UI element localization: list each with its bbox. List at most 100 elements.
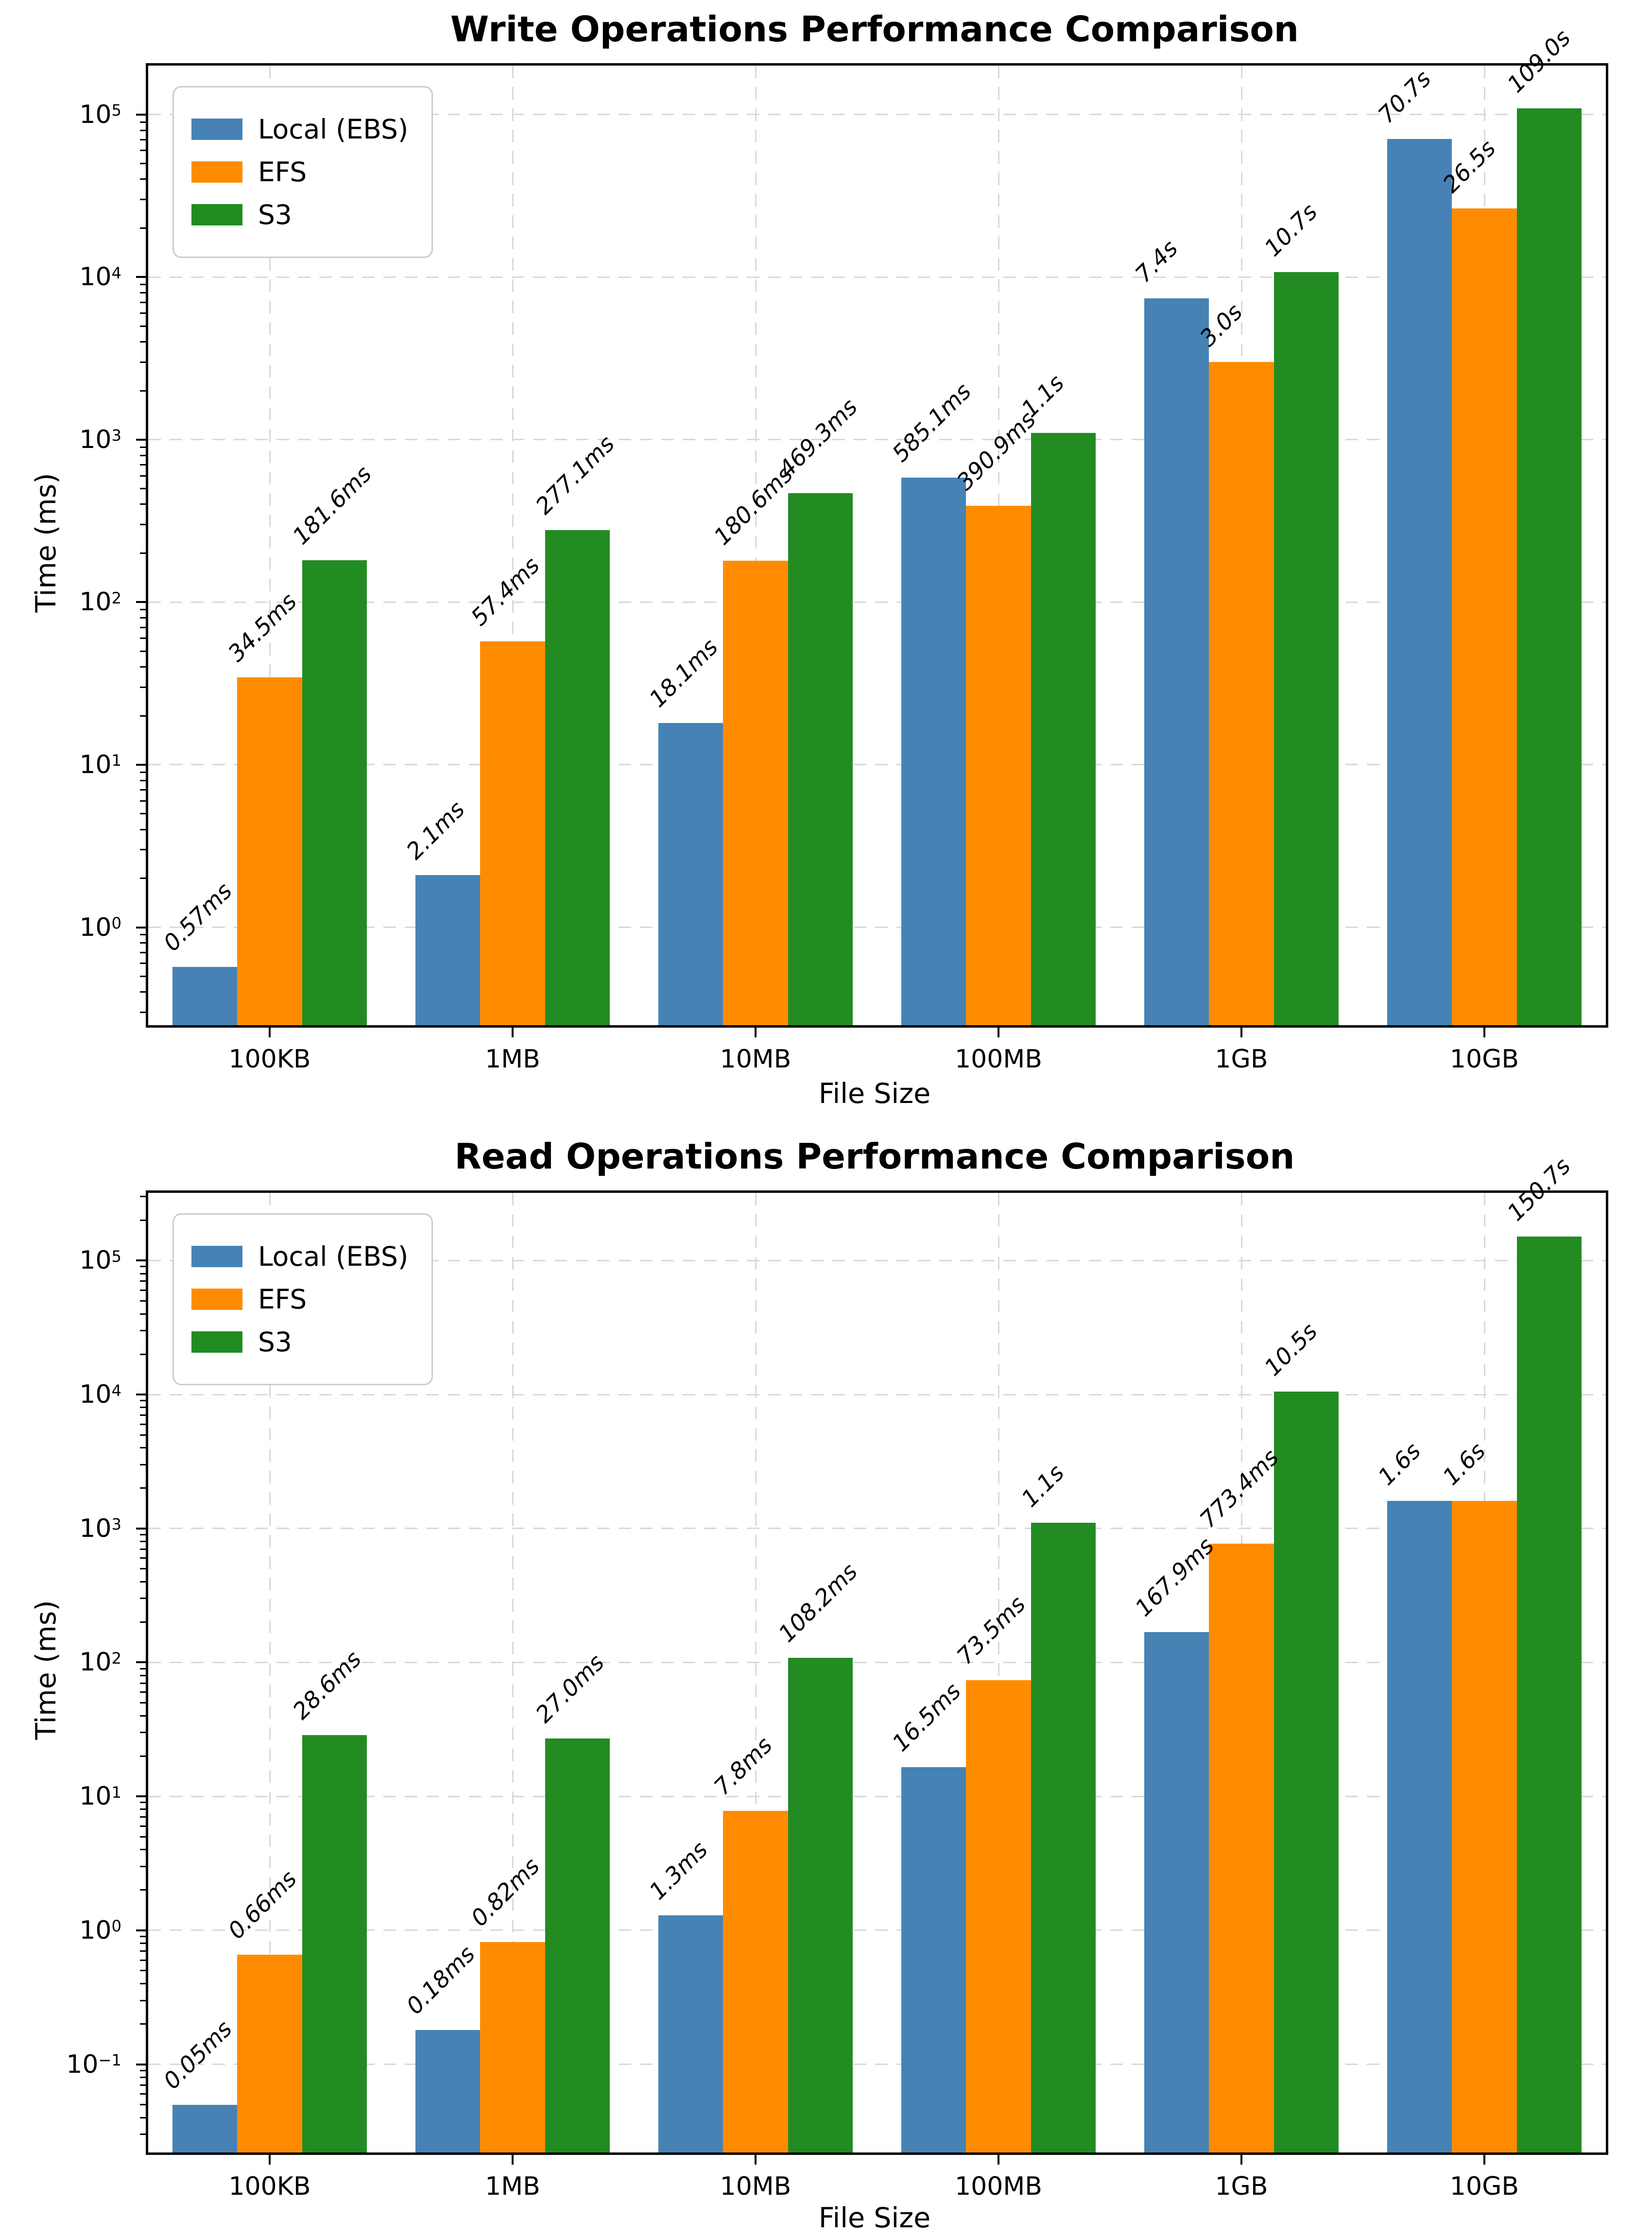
y-tick-label: 105: [79, 100, 121, 129]
bar-Local (EBS)-1GB: [1144, 298, 1209, 1025]
y-minor-tick: [140, 650, 146, 652]
y-minor-tick: [140, 637, 146, 639]
x-gridline: [269, 1193, 271, 2152]
y-minor-tick: [140, 1196, 146, 1198]
x-gridline: [755, 66, 757, 1025]
y-gridline: [148, 1528, 1606, 1530]
y-minor-tick: [140, 1950, 146, 1952]
y-minor-tick: [140, 1407, 146, 1409]
bar-value-label: 7.8ms: [708, 1732, 778, 1801]
bar-S3-1MB: [545, 530, 610, 1025]
y-minor-tick: [140, 1668, 146, 1669]
y-minor-tick: [140, 1266, 146, 1268]
x-tick-label: 100MB: [955, 2172, 1042, 2201]
x-tick-label: 1MB: [485, 2172, 540, 2201]
y-minor-tick: [140, 503, 146, 505]
x-tick-label: 10GB: [1449, 1045, 1519, 1074]
y-minor-tick: [140, 1943, 146, 1944]
bar-value-label: 73.5ms: [951, 1591, 1031, 1670]
y-minor-tick: [140, 524, 146, 526]
legend-label: Local (EBS): [258, 114, 409, 145]
read-chart-title: Read Operations Performance Comparison: [454, 1136, 1295, 1177]
y-minor-tick: [140, 828, 146, 830]
bar-S3-10GB: [1516, 108, 1582, 1025]
y-minor-tick: [140, 2076, 146, 2078]
y-minor-tick: [140, 1674, 146, 1676]
legend: Local (EBS) EFS S3: [172, 1213, 433, 1385]
y-minor-tick: [140, 771, 146, 773]
bar-S3-1MB: [545, 1738, 610, 2152]
y-minor-tick: [140, 552, 146, 554]
bar-value-label: 57.4ms: [465, 552, 545, 631]
y-minor-tick: [140, 454, 146, 456]
y-minor-tick: [140, 975, 146, 977]
legend-label: EFS: [258, 156, 307, 188]
y-minor-tick: [140, 1808, 146, 1810]
bar-value-label: 0.82ms: [465, 1852, 545, 1932]
bar-EFS-10MB: [723, 1810, 788, 2152]
y-minor-tick: [140, 1936, 146, 1938]
y-minor-tick: [140, 878, 146, 879]
y-minor-tick: [140, 1970, 146, 1972]
y-minor-tick: [140, 1816, 146, 1818]
bar-value-label: 1.3ms: [644, 1836, 713, 1905]
y-minor-tick: [140, 800, 146, 802]
y-minor-tick: [140, 2104, 146, 2106]
x-major-tick: [269, 2155, 271, 2165]
x-tick-label: 10MB: [720, 2172, 792, 2201]
y-gridline: [148, 1929, 1606, 1931]
bar-value-label: 2.1ms: [401, 796, 470, 865]
legend-swatch-Local (EBS): [191, 119, 242, 140]
x-major-tick: [1240, 1028, 1242, 1037]
y-minor-tick: [140, 1849, 146, 1851]
y-major-tick: [136, 276, 146, 278]
y-tick-label: 100: [79, 1915, 121, 1945]
x-tick-label: 100MB: [955, 1045, 1042, 1074]
y-minor-tick: [140, 1219, 146, 1221]
y-minor-tick: [140, 1568, 146, 1570]
y-major-tick: [136, 1661, 146, 1664]
y-minor-tick: [140, 942, 146, 944]
y-minor-tick: [140, 178, 146, 180]
y-minor-tick: [140, 129, 146, 131]
x-gridline: [755, 1193, 757, 2152]
y-minor-tick: [140, 475, 146, 477]
bar-EFS-1MB: [480, 641, 545, 1025]
legend-row: Local (EBS): [191, 114, 408, 145]
y-minor-tick: [140, 1463, 146, 1465]
bar-value-label: 10.7s: [1259, 199, 1323, 262]
y-minor-tick: [140, 1825, 146, 1827]
y-minor-tick: [140, 1434, 146, 1436]
y-minor-tick: [140, 1983, 146, 1985]
bar-value-label: 585.1ms: [887, 378, 977, 467]
y-minor-tick: [140, 779, 146, 781]
bar-S3-1GB: [1273, 1392, 1339, 2152]
bar-value-label: 390.9ms: [951, 406, 1041, 496]
bar-EFS-10GB: [1452, 1501, 1517, 2152]
bar-Local (EBS)-1MB: [415, 2030, 481, 2152]
y-minor-tick: [140, 150, 146, 152]
y-minor-tick: [140, 1273, 146, 1274]
bar-S3-100MB: [1031, 433, 1096, 1025]
y-tick-label: 104: [79, 262, 121, 292]
y-minor-tick: [140, 1012, 146, 1013]
bar-value-label: 10.5s: [1259, 1318, 1323, 1382]
y-major-tick: [136, 1929, 146, 1931]
legend-row: Local (EBS): [191, 1241, 408, 1272]
bar-Local (EBS)-100MB: [901, 477, 966, 1025]
y-minor-tick: [140, 2069, 146, 2071]
legend-swatch-S3: [191, 204, 242, 225]
x-major-tick: [269, 1028, 271, 1037]
write-chart-title: Write Operations Performance Comparison: [450, 9, 1299, 50]
y-minor-tick: [140, 1999, 146, 2001]
bar-value-label: 277.1ms: [531, 430, 620, 520]
bar-Local (EBS)-10GB: [1387, 1501, 1452, 2152]
y-minor-tick: [140, 963, 146, 964]
y-minor-tick: [140, 1682, 146, 1684]
y-minor-tick: [140, 1533, 146, 1535]
y-minor-tick: [140, 301, 146, 303]
legend-swatch-S3: [191, 1331, 242, 1353]
bar-value-label: 0.66ms: [223, 1865, 302, 1944]
legend: Local (EBS) EFS S3: [172, 86, 433, 258]
bar-value-label: 1.6s: [1373, 1438, 1426, 1491]
